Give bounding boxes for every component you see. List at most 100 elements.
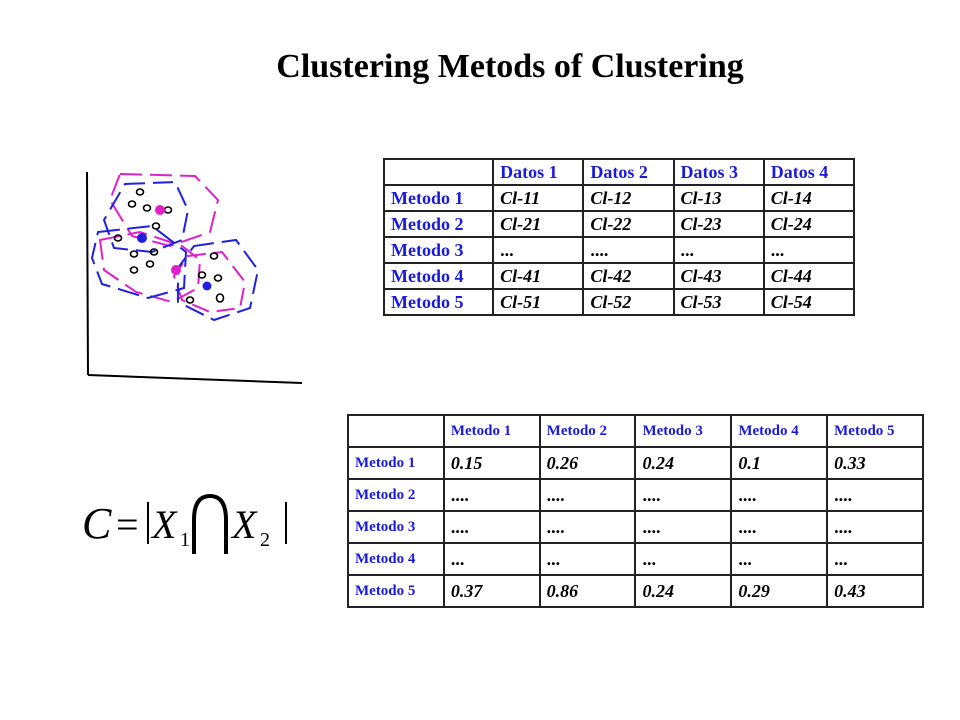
data-point — [163, 206, 173, 214]
table-cell: Cl-43 — [672, 262, 765, 290]
row-header: Metodo 2 — [347, 478, 445, 512]
data-point — [135, 188, 145, 196]
table-row: Metodo 1 Cl-11 Cl-12 Cl-13 Cl-14 — [382, 184, 856, 212]
table-cell: Cl-21 — [492, 210, 585, 238]
table-cell: .... — [730, 510, 829, 544]
magenta-cluster-outline — [98, 230, 202, 304]
data-point — [215, 293, 225, 303]
table-cell: Cl-42 — [582, 262, 675, 290]
similarity-table: Metodo 1 Metodo 2 Metodo 3 Metodo 4 Meto… — [347, 414, 924, 608]
magenta-cluster-outline — [172, 250, 247, 314]
table-cell: Cl-54 — [762, 288, 856, 316]
data-point — [197, 271, 207, 279]
data-point — [185, 296, 195, 304]
data-point — [129, 266, 139, 274]
row-header: Metodo 3 — [382, 236, 495, 264]
table-cell: .... — [634, 478, 733, 512]
clusters-table: Datos 1 Datos 2 Datos 3 Datos 4 Metodo 1… — [382, 158, 856, 316]
table-cell: 0.86 — [538, 574, 637, 608]
data-point — [213, 274, 223, 282]
table-cell: .... — [538, 478, 637, 512]
table-row: Metodo 4 ... ... ... ... ... — [347, 542, 924, 576]
table-cell: ... — [492, 236, 585, 264]
formula-lhs: C — [82, 499, 112, 548]
magenta-cluster-outline — [108, 172, 220, 248]
data-point — [142, 204, 152, 212]
table-cell: 0.24 — [634, 446, 733, 480]
formula-x1: X — [150, 502, 178, 547]
data-point — [113, 234, 123, 242]
table-cell: 0.26 — [538, 446, 637, 480]
table-row: Metodo 3 ... .... ... ... — [382, 236, 856, 264]
row-header: Metodo 3 — [347, 510, 445, 544]
row-header: Metodo 1 — [347, 446, 445, 480]
row-header: Metodo 1 — [382, 184, 495, 212]
formula-sub2: 2 — [260, 529, 270, 551]
intersection-icon — [192, 493, 228, 554]
table-row: Metodo 2 Cl-21 Cl-22 Cl-23 Cl-24 — [382, 210, 856, 238]
table-cell: Cl-53 — [672, 288, 765, 316]
column-header: Datos 2 — [582, 158, 675, 186]
table-cell: Cl-13 — [672, 184, 765, 212]
column-header: Datos 4 — [762, 158, 856, 186]
table-cell: .... — [730, 478, 829, 512]
data-point — [209, 252, 219, 260]
table-cell: Cl-14 — [762, 184, 856, 212]
table-cell: 0.37 — [442, 574, 541, 608]
table-row: Metodo 1 0.15 0.26 0.24 0.1 0.33 — [347, 446, 924, 480]
centroid-magenta — [171, 265, 181, 275]
table-cell: .... — [538, 510, 637, 544]
table-header-row: Metodo 1 Metodo 2 Metodo 3 Metodo 4 Meto… — [347, 414, 924, 448]
column-header: Metodo 5 — [826, 414, 924, 448]
table-cell: 0.15 — [442, 446, 541, 480]
cluster-diagram — [86, 171, 303, 384]
data-point — [127, 200, 137, 208]
table-header-row: Datos 1 Datos 2 Datos 3 Datos 4 — [382, 158, 856, 186]
table-cell: 0.29 — [730, 574, 829, 608]
table-cell: .... — [582, 236, 675, 264]
column-header: Datos 1 — [492, 158, 585, 186]
centroid-blue — [137, 233, 147, 243]
table-corner-cell — [347, 414, 445, 448]
blue-cluster-outline — [102, 180, 190, 254]
table-cell: ... — [826, 542, 924, 576]
page-title: Clustering Metods of Clustering — [276, 48, 744, 85]
table-cell: .... — [826, 478, 924, 512]
blue-cluster-outline — [90, 224, 188, 300]
column-header: Metodo 1 — [442, 414, 541, 448]
table-row: Metodo 4 Cl-41 Cl-42 Cl-43 Cl-44 — [382, 262, 856, 290]
centroid-magenta — [155, 205, 165, 215]
row-header: Metodo 4 — [347, 542, 445, 576]
table-cell: ... — [538, 542, 637, 576]
data-point — [151, 222, 161, 230]
similarity-formula: C = X 1 X 2 — [82, 493, 287, 554]
row-header: Metodo 2 — [382, 210, 495, 238]
table-cell: Cl-24 — [762, 210, 856, 238]
table-corner-cell — [382, 158, 495, 186]
table-cell: .... — [442, 478, 541, 512]
table-cell: Cl-44 — [762, 262, 856, 290]
row-header: Metodo 5 — [347, 574, 445, 608]
formula-equals: = — [116, 502, 139, 547]
table-cell: Cl-52 — [582, 288, 675, 316]
data-point — [145, 260, 155, 268]
data-point — [129, 250, 139, 258]
column-header: Datos 3 — [672, 158, 765, 186]
data-points — [113, 188, 225, 304]
table-cell: 0.33 — [826, 446, 924, 480]
row-header: Metodo 5 — [382, 288, 495, 316]
table-cell: Cl-11 — [492, 184, 585, 212]
table-row: Metodo 3 .... .... .... .... .... — [347, 510, 924, 544]
formula-x2: X — [230, 502, 258, 547]
table-cell: Cl-41 — [492, 262, 585, 290]
table-row: Metodo 2 .... .... .... .... .... — [347, 478, 924, 512]
formula-sub1: 1 — [180, 529, 190, 551]
table-cell: Cl-12 — [582, 184, 675, 212]
table-cell: Cl-51 — [492, 288, 585, 316]
table-row: Metodo 5 0.37 0.86 0.24 0.29 0.43 — [347, 574, 924, 608]
table-cell: Cl-23 — [672, 210, 765, 238]
column-header: Metodo 3 — [634, 414, 733, 448]
data-point — [149, 248, 159, 256]
table-cell: ... — [442, 542, 541, 576]
column-header: Metodo 4 — [730, 414, 829, 448]
